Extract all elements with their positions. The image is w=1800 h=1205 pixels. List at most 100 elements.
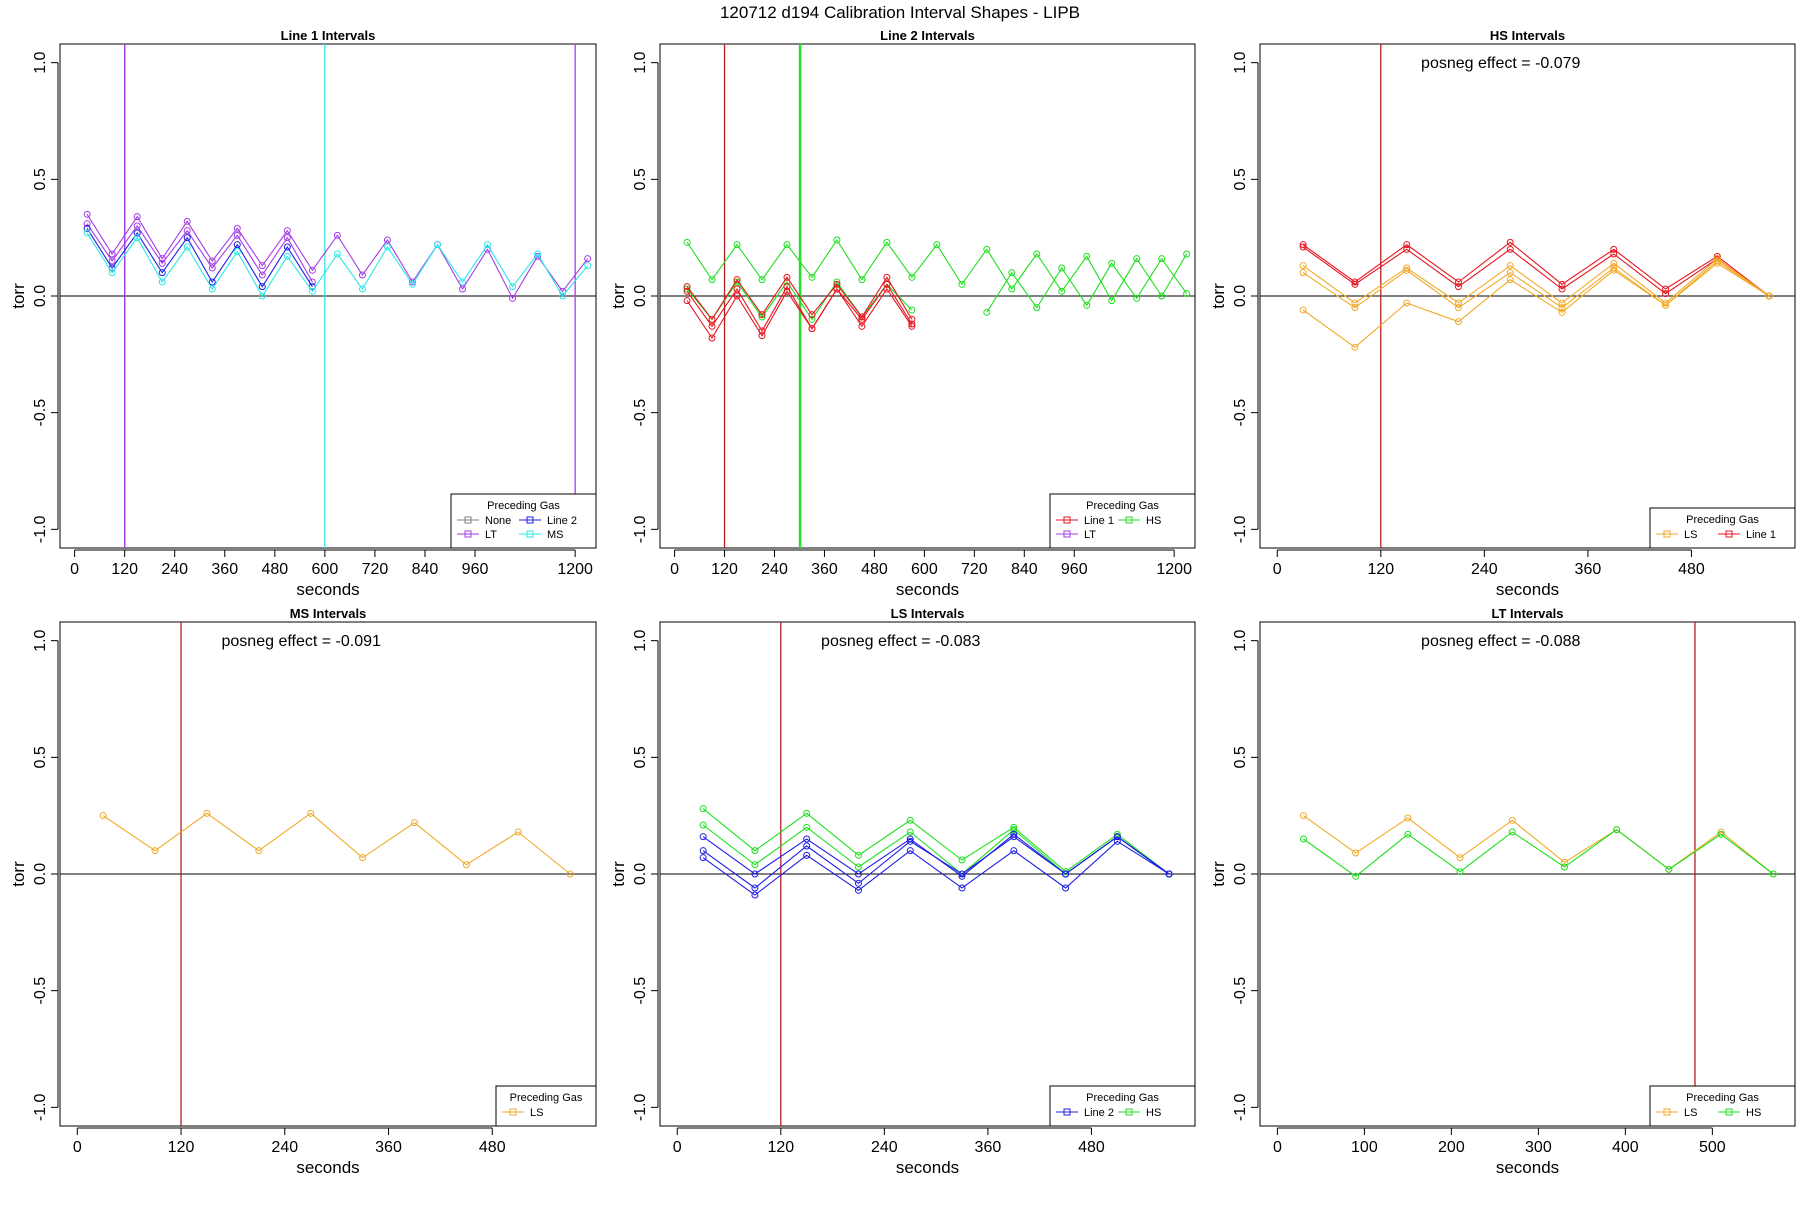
data-point <box>906 837 914 845</box>
data-point <box>233 231 241 239</box>
posneg-annotation: posneg effect = -0.088 <box>1421 633 1580 650</box>
data-point <box>1352 872 1360 880</box>
data-point <box>1506 245 1514 253</box>
data-point <box>183 227 191 235</box>
x-axis-label: seconds <box>296 1158 359 1177</box>
data-point <box>1299 812 1307 820</box>
chart-panel: Line 1 Intervals seconds torr 0 120 240 360 480… <box>9 28 597 599</box>
data-point <box>433 241 441 249</box>
y-tick-label: 0.5 <box>32 168 49 190</box>
y-tick-label: 1.0 <box>32 629 49 651</box>
data-point <box>283 243 291 251</box>
legend-swatch-marker <box>1663 530 1671 538</box>
data-point <box>462 861 470 869</box>
data-point <box>733 276 741 284</box>
x-tick-label: 120 <box>711 561 738 578</box>
data-point <box>133 234 141 242</box>
x-axis-label: seconds <box>296 580 359 599</box>
data-point <box>1403 266 1411 274</box>
data-point <box>1558 308 1566 316</box>
data-point <box>699 833 707 841</box>
series-line <box>86 228 313 288</box>
data-point <box>803 809 811 817</box>
data-point <box>783 287 791 295</box>
data-point <box>1058 264 1066 272</box>
data-point <box>883 280 891 288</box>
legend-title: Preceding Gas <box>487 500 560 512</box>
data-point <box>534 250 542 258</box>
data-point <box>858 315 866 323</box>
legend-box <box>1649 507 1796 549</box>
data-point <box>854 870 862 878</box>
data-point <box>1506 262 1514 270</box>
data-point <box>906 816 914 824</box>
data-point <box>1010 847 1018 855</box>
data-point <box>108 269 116 277</box>
data-point <box>708 322 716 330</box>
data-point <box>1558 304 1566 312</box>
x-tick-label: 240 <box>871 1139 898 1156</box>
legend-title: Preceding Gas <box>1086 500 1159 512</box>
data-point <box>1558 280 1566 288</box>
y-tick-label: -0.5 <box>1232 399 1249 427</box>
x-tick-label: 200 <box>1438 1139 1465 1156</box>
data-point <box>1404 814 1412 822</box>
y-tick-label: -0.5 <box>32 399 49 427</box>
legend-swatch-marker <box>526 530 534 538</box>
x-tick-label: 0 <box>673 1139 682 1156</box>
data-point <box>933 241 941 249</box>
legend-swatch-marker <box>526 516 534 524</box>
series-line <box>986 257 1188 313</box>
data-point <box>258 262 266 270</box>
data-point <box>1717 830 1725 838</box>
data-point <box>1508 828 1516 836</box>
data-point <box>958 856 966 864</box>
y-tick-label: -0.5 <box>632 399 649 427</box>
data-point <box>1165 870 1173 878</box>
data-point <box>283 234 291 242</box>
data-point <box>133 213 141 221</box>
legend-swatch-marker <box>1125 1108 1133 1116</box>
legend-swatch-marker <box>1063 530 1071 538</box>
data-point <box>733 292 741 300</box>
data-point <box>410 819 418 827</box>
plot-area <box>660 44 1195 548</box>
series-line <box>86 223 313 283</box>
legend-entry: HS <box>1146 515 1161 527</box>
data-point <box>1351 280 1359 288</box>
data-point <box>208 264 216 272</box>
x-tick-label: 300 <box>1525 1139 1552 1156</box>
data-point <box>1506 276 1514 284</box>
data-point <box>514 828 522 836</box>
data-point <box>708 315 716 323</box>
data-point <box>1352 849 1360 857</box>
data-point <box>258 271 266 279</box>
data-point <box>1033 304 1041 312</box>
data-point <box>1158 255 1166 263</box>
legend: Preceding Gas None Line 2 LT MS <box>450 493 597 549</box>
data-point <box>751 870 759 878</box>
data-point <box>1456 854 1464 862</box>
data-point <box>1456 868 1464 876</box>
x-tick-label: 960 <box>462 561 489 578</box>
legend-entry: LT <box>1084 529 1096 541</box>
plot-area <box>1260 44 1795 548</box>
legend-entry: HS <box>1746 1107 1761 1119</box>
plot-area <box>60 44 596 548</box>
data-point <box>1403 299 1411 307</box>
y-tick-label: 1.0 <box>32 51 49 73</box>
data-point <box>233 241 241 249</box>
data-point <box>1404 830 1412 838</box>
data-point <box>1665 865 1673 873</box>
legend: Preceding Gas LS HS <box>1649 1085 1796 1127</box>
legend-entry: LS <box>1684 1107 1697 1119</box>
data-point <box>333 250 341 258</box>
data-point <box>484 241 492 249</box>
data-point <box>133 222 141 230</box>
x-tick-label: 480 <box>261 561 288 578</box>
x-tick-label: 720 <box>362 561 389 578</box>
data-point <box>108 250 116 258</box>
data-point <box>1351 304 1359 312</box>
series-line <box>686 287 913 340</box>
data-point <box>283 252 291 260</box>
